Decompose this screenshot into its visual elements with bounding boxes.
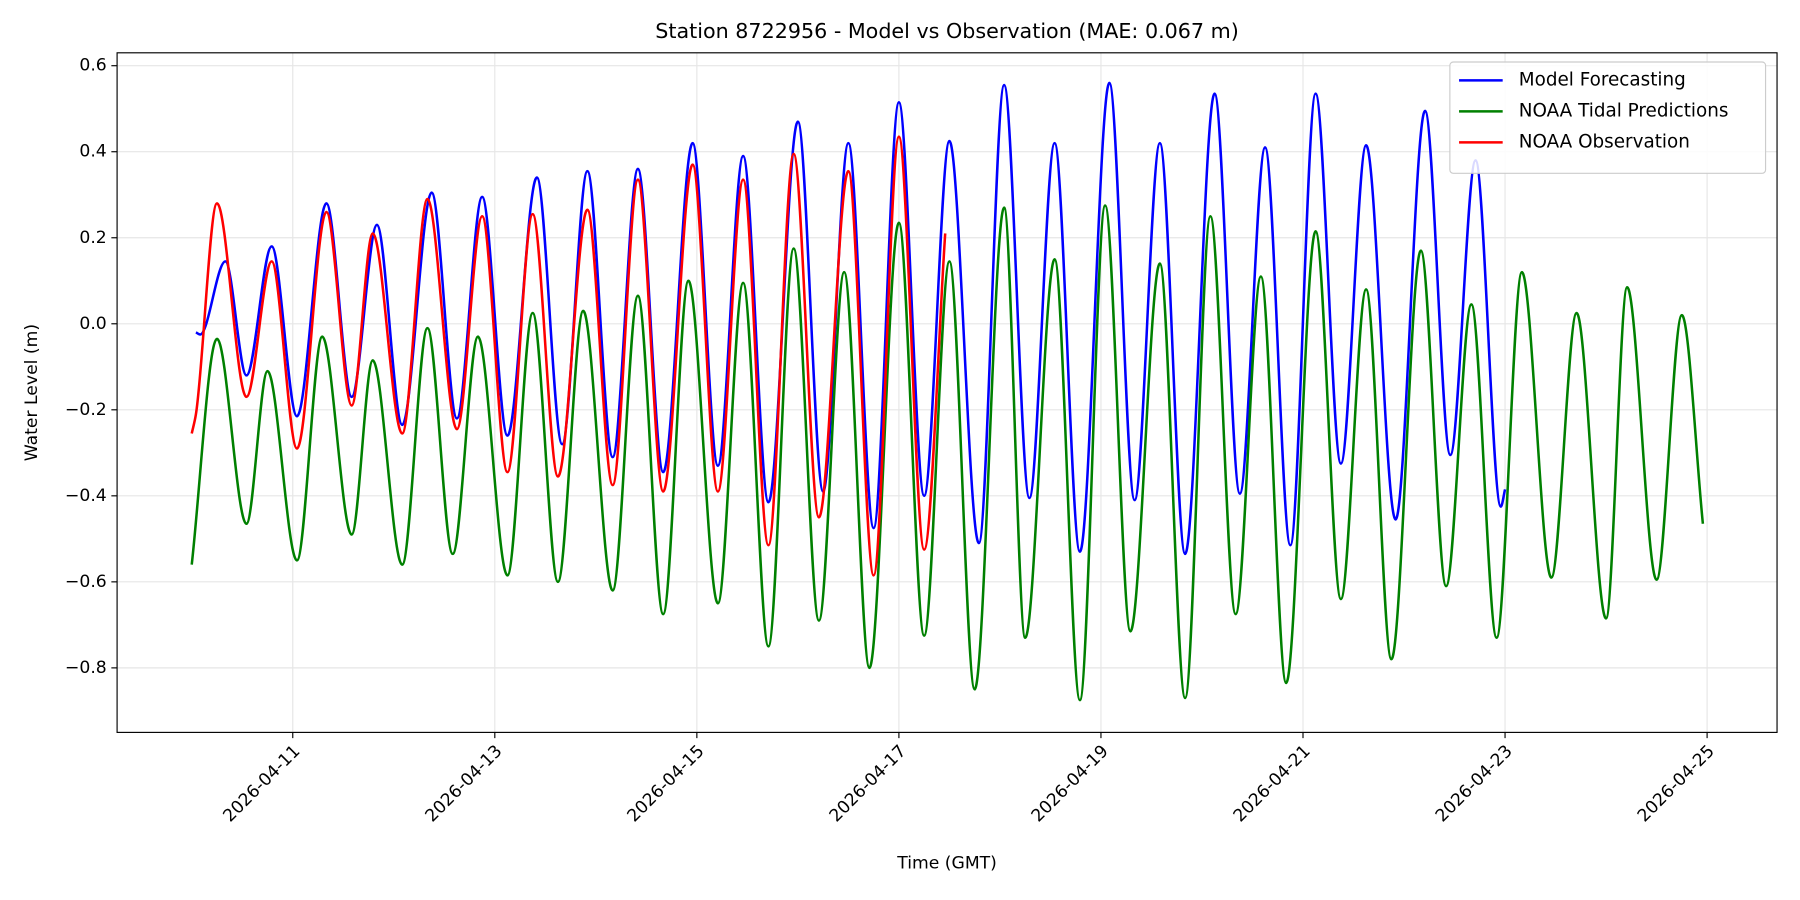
y-tick-label: −0.8 [65,658,107,678]
x-tick-label: 2026-04-23 [1432,741,1517,826]
y-tick-label: 0.6 [79,56,106,76]
y-tick-label: 0.0 [79,314,106,334]
y-tick-label: 0.4 [79,142,106,162]
x-tick-label: 2026-04-11 [220,741,305,826]
plot-frame [116,52,1778,733]
x-tick-label: 2026-04-21 [1230,741,1315,826]
y-tick-label: −0.2 [65,400,107,420]
chart-title: Station 8722956 - Model vs Observation (… [655,19,1239,43]
series-line [190,204,1705,702]
legend-label: NOAA Observation [1519,131,1690,152]
y-tick-label: −0.4 [65,486,107,506]
x-tick-label: 2026-04-25 [1634,741,1719,826]
legend-label: Model Forecasting [1519,69,1686,90]
legend-box [1449,61,1767,174]
legend-label: NOAA Tidal Predictions [1519,100,1729,121]
x-axis-label: Time (GMT) [896,853,997,873]
x-tick-label: 2026-04-19 [1028,741,1113,826]
y-axis-label: Water Level (m) [22,324,42,461]
series-line [190,135,947,577]
x-tick-label: 2026-04-13 [422,741,507,826]
y-tick-label: −0.6 [65,572,107,592]
x-tick-label: 2026-04-15 [624,741,709,826]
y-tick-label: 0.2 [79,228,106,248]
x-tick-label: 2026-04-17 [826,741,911,826]
